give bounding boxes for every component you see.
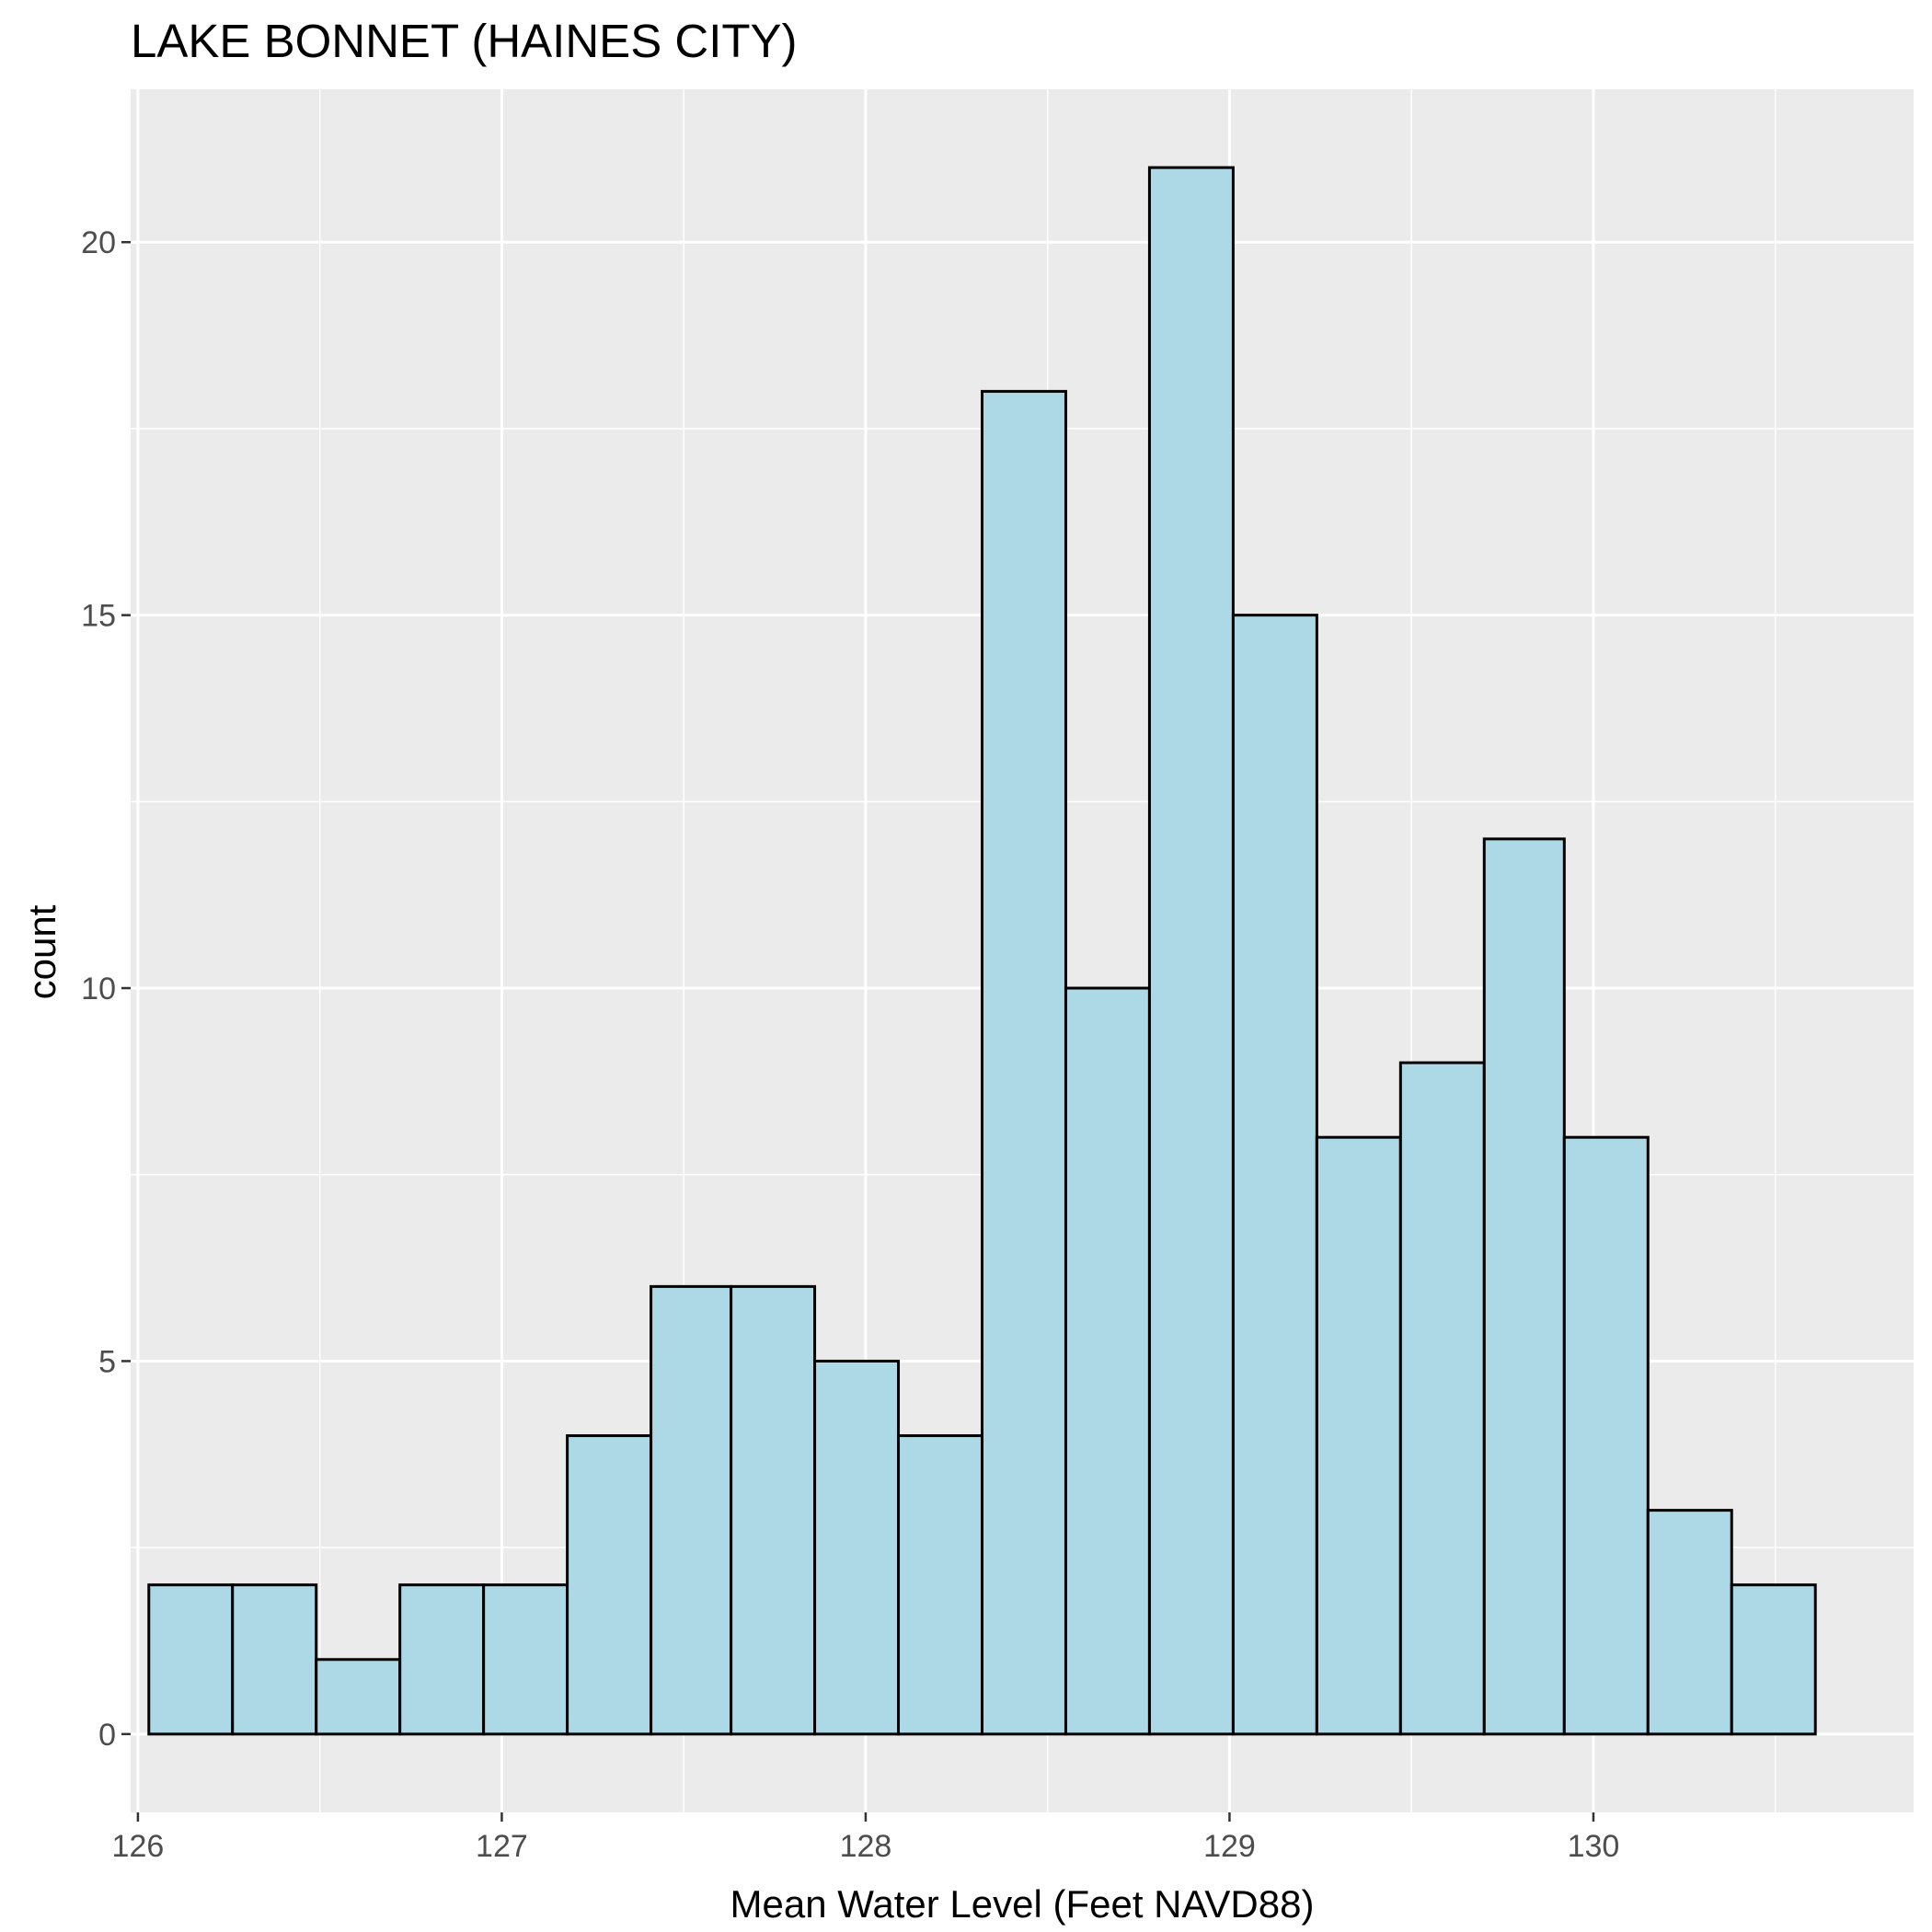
histogram-bar [1398,1061,1486,1736]
x-tick-label: 128 [840,1829,892,1864]
histogram-bar [1315,1135,1402,1736]
y-tick-label: 0 [98,1718,116,1753]
histogram-bar [1482,837,1566,1736]
histogram-bar [980,389,1067,1736]
y-axis-title: count [20,904,63,999]
y-tick-label: 10 [81,972,116,1006]
histogram-bar [566,1434,653,1736]
x-tick-label: 126 [112,1829,165,1864]
histogram-bar [482,1583,569,1736]
y-axis: 0 5 10 15 20 [81,225,131,1753]
histogram-bar [315,1658,402,1736]
x-axis-title: Mean Water Level (Feet NAVD88) [730,1882,1315,1926]
histogram-bar [398,1583,486,1736]
histogram-bar [650,1284,733,1736]
histogram-bar [1147,166,1235,1736]
histogram-bar [1064,986,1151,1736]
y-tick-label: 15 [81,599,116,634]
histogram-bar [1646,1509,1733,1736]
histogram-bar [897,1434,983,1736]
histogram-bar [1231,614,1318,1736]
histogram-bar [730,1284,817,1736]
chart-title: LAKE BONNET (HAINES CITY) [131,15,798,67]
x-tick-label: 127 [476,1829,528,1864]
histogram-bar [147,1583,235,1736]
histogram-bar [813,1359,901,1736]
histogram-bar [1730,1583,1817,1736]
x-tick-label: 129 [1203,1829,1256,1864]
y-tick-label: 20 [81,225,116,260]
histogram-bar [1562,1135,1650,1736]
x-axis: 126 127 128 129 130 [112,1812,1620,1864]
histogram-bar [231,1583,318,1736]
y-tick-label: 5 [98,1344,116,1379]
histogram-bars [147,166,1817,1736]
x-tick-label: 130 [1568,1829,1620,1864]
